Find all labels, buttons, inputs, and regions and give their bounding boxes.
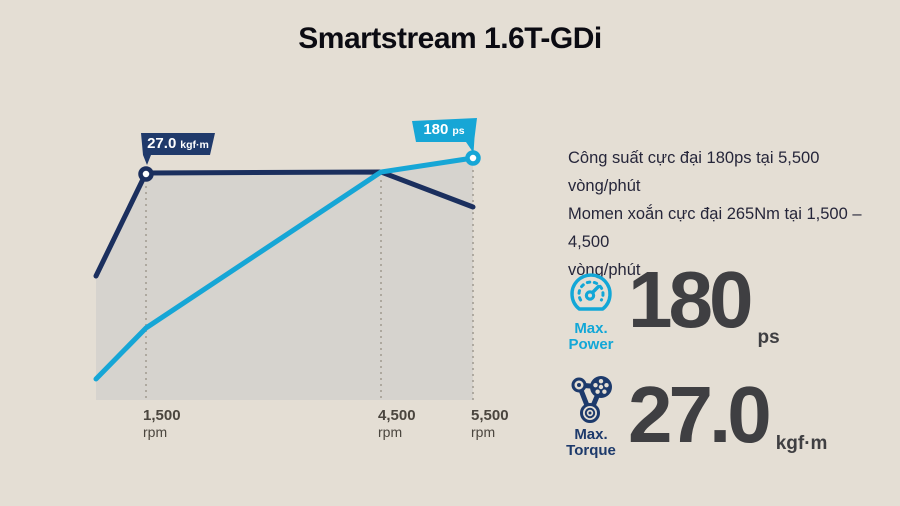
max-torque-unit: kgf·m (775, 433, 828, 454)
chart-area-fill (96, 158, 473, 400)
torque-line (93, 169, 476, 279)
x-tick-1500-value: 1,500 (143, 407, 181, 424)
max-power-stat: Max. Power 180 ps (562, 260, 780, 353)
power-callout-unit: ps (452, 125, 465, 137)
power-peak-marker (465, 150, 481, 166)
max-torque-icon-column: Max. Torque (562, 374, 620, 459)
power-callout-value: 180 (423, 121, 449, 138)
torque-callout-unit: kgf·m (180, 139, 209, 151)
max-power-value: 180 (628, 255, 754, 344)
x-tick-4500-unit: rpm (378, 424, 403, 440)
gauge-icon (570, 273, 612, 311)
max-power-icon-column: Max. Power (562, 272, 620, 353)
belt-drive-icon (571, 376, 612, 423)
spec-line-2: Momen xoắn cực đại 265Nm tại 1,500 – 4,5… (568, 205, 862, 251)
spec-line-1: Công suất cực đại 180ps tại 5,500 vòng/p… (568, 149, 820, 195)
max-torque-label-top: Max. (574, 426, 608, 443)
x-tick-1500-unit: rpm (143, 424, 168, 440)
max-power-unit: ps (757, 327, 780, 348)
x-tick-5500-value: 5,500 (471, 407, 509, 424)
max-torque-label-bottom: Torque (566, 442, 616, 459)
max-power-label-bottom: Power (568, 336, 614, 353)
torque-callout-value: 27.0 (147, 135, 177, 152)
power-line (93, 155, 476, 382)
spec-text: Công suất cực đại 180ps tại 5,500 vòng/p… (568, 144, 868, 284)
x-tick-5500-unit: rpm (471, 424, 496, 440)
x-tick-4500-value: 4,500 (378, 407, 416, 424)
max-power-label-top: Max. (574, 320, 608, 337)
x-tick-1500: 1,500 rpm (143, 407, 181, 441)
page-title: Smartstream 1.6T-GDi (298, 22, 602, 55)
max-torque-stat: Max. Torque 27.0 kgf·m (562, 374, 827, 459)
x-tick-5500: 5,500 rpm (471, 407, 509, 441)
torque-peak-marker (138, 166, 154, 182)
x-tick-4500: 4,500 rpm (378, 407, 416, 441)
max-torque-value: 27.0 (628, 370, 772, 459)
